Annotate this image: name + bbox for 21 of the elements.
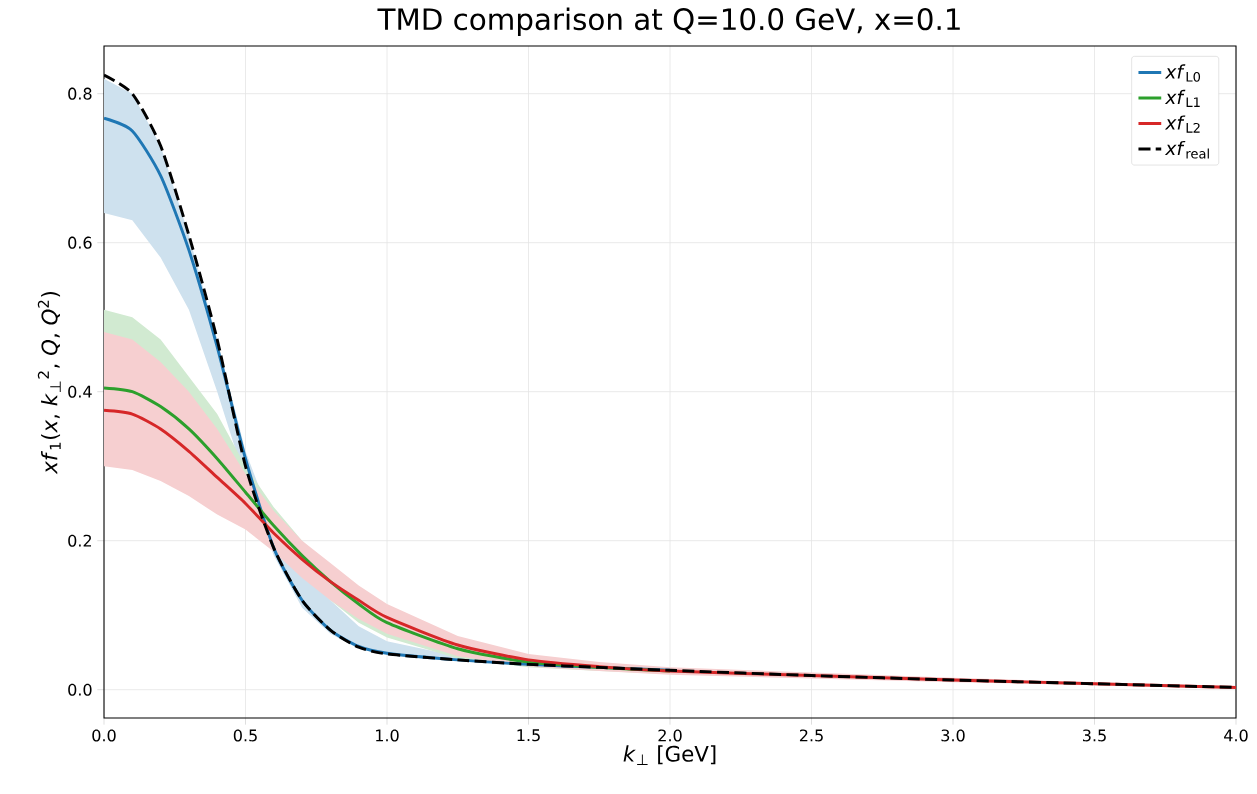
legend-label: xf$_{real}$ [1164, 140, 1209, 159]
x-tick-label: 0.0 [92, 729, 116, 742]
y-tick-label: 0.8 [68, 87, 92, 100]
y-tick-label: 0.2 [68, 534, 92, 547]
x-tick-label: 3.0 [941, 729, 965, 742]
legend-label: xf$_{L0}$ [1164, 64, 1201, 82]
x-tick-label: 0.5 [233, 729, 257, 742]
y-tick-label: 0.6 [68, 236, 92, 249]
text: xf$_{1}$(x, k$_{⊥}$$^{2}$, Q, Q$^{2}$) [37, 292, 61, 475]
x-tick-label: 2.5 [799, 729, 823, 742]
y-tick-label: 0.0 [68, 683, 92, 696]
legend-label: xf$_{L1}$ [1164, 89, 1200, 107]
chart-title: TMD comparison at Q=10.0 GeV, x=0.1 [377, 7, 960, 36]
x-tick-label: 2.0 [658, 729, 682, 742]
y-tick-label: 0.4 [68, 385, 92, 398]
x-axis-title: k$_{⊥}$ [GeV] [623, 745, 716, 765]
x-tick-label: 3.5 [1083, 729, 1106, 742]
legend-label: xf$_{L2}$ [1164, 115, 1200, 133]
x-tick-label: 1.5 [517, 729, 540, 742]
x-tick-label: 4.0 [1224, 729, 1248, 742]
x-tick-label: 1.0 [376, 729, 399, 742]
